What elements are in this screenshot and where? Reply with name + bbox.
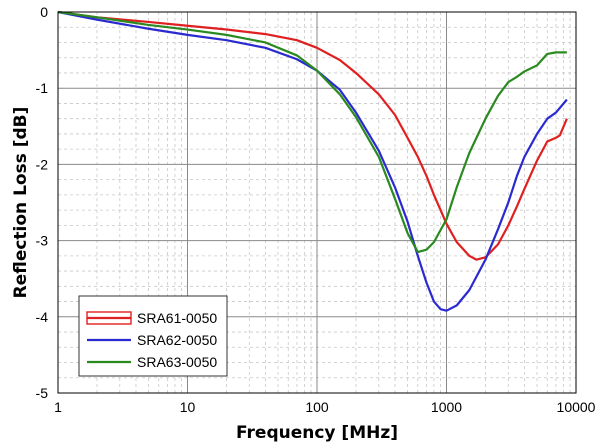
y-tick-label: 0 — [40, 4, 48, 20]
x-tick-label: 1000 — [431, 399, 462, 415]
x-axis-title: Frequency [MHz] — [236, 423, 398, 443]
x-tick-label: 100 — [305, 399, 329, 415]
series-layer — [57, 10, 568, 312]
major-gridlines — [58, 12, 576, 393]
y-tick-label: -4 — [36, 309, 49, 325]
x-tick-label: 10 — [180, 399, 196, 415]
series-line-sra63-0050 — [57, 10, 567, 254]
y-tick-label: -5 — [36, 385, 49, 401]
x-tick-labels: 1 10 100 1000 10000 — [54, 399, 596, 415]
y-tick-labels: 0 -1 -2 -3 -4 -5 — [36, 4, 49, 401]
legend-label: SRA62-0050 — [137, 332, 217, 348]
y-tick-label: -1 — [36, 80, 49, 96]
y-tick-label: -2 — [36, 156, 49, 172]
y-tick-label: -3 — [36, 233, 49, 249]
x-tick-label: 1 — [54, 399, 62, 415]
legend-box — [78, 295, 228, 377]
series-line-sra61-0050 — [57, 10, 568, 261]
x-tick-label: 10000 — [557, 399, 596, 415]
legend-label: SRA63-0050 — [137, 354, 217, 370]
legend-label: SRA61-0050 — [137, 310, 217, 326]
series-line-sra62-0050 — [57, 10, 568, 312]
y-axis-title: Reflection Loss [dB] — [11, 107, 31, 299]
legend: SRA61-0050 SRA62-0050 SRA63-0050 — [78, 295, 228, 377]
plot-frame — [57, 11, 577, 394]
